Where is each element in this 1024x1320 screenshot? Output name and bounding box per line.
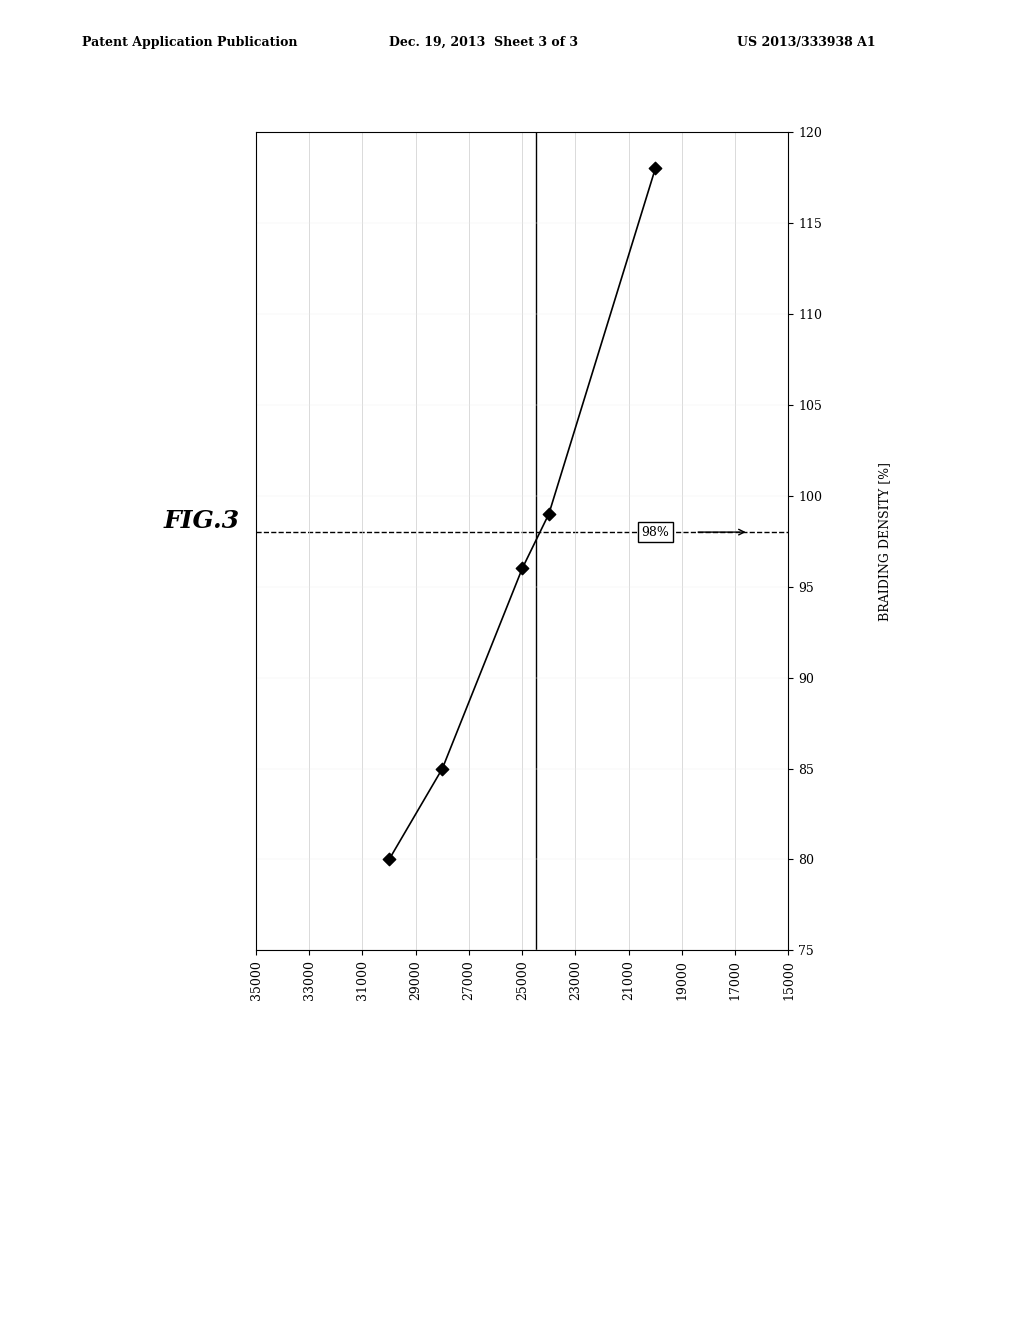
Point [541, 503, 557, 524]
Text: FIG.3: FIG.3 [164, 510, 240, 533]
Text: Dec. 19, 2013  Sheet 3 of 3: Dec. 19, 2013 Sheet 3 of 3 [389, 36, 579, 49]
Point [514, 558, 530, 579]
Point [381, 849, 397, 870]
Point [434, 758, 451, 779]
Point [647, 158, 664, 180]
Text: US 2013/333938 A1: US 2013/333938 A1 [737, 36, 876, 49]
Text: Patent Application Publication: Patent Application Publication [82, 36, 297, 49]
Text: 98%: 98% [641, 525, 670, 539]
Y-axis label: BRAIDING DENSITY [%]: BRAIDING DENSITY [%] [878, 462, 891, 620]
